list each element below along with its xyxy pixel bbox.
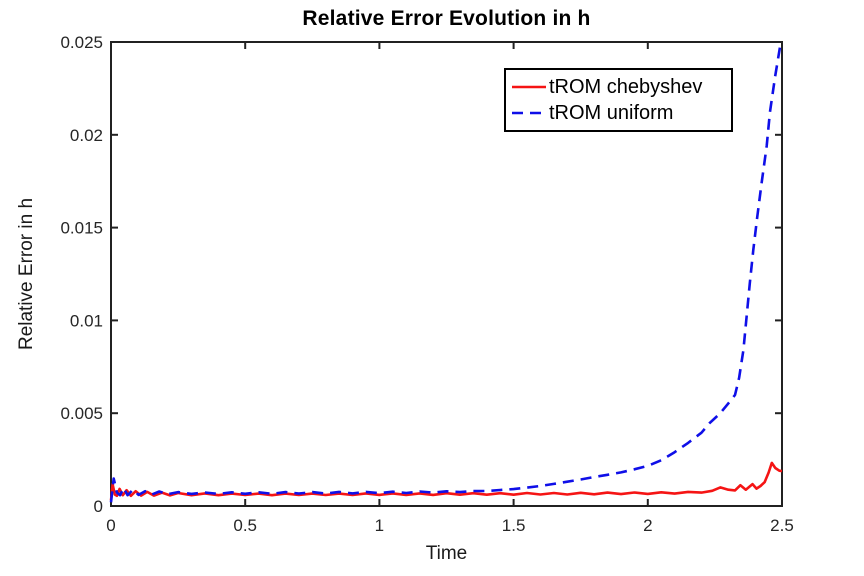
y-tick-label: 0.005 bbox=[60, 404, 103, 423]
y-tick-label: 0.02 bbox=[70, 126, 103, 145]
x-tick-label: 0.5 bbox=[233, 516, 257, 535]
x-tick-label: 2.5 bbox=[770, 516, 794, 535]
y-tick-label: 0.015 bbox=[60, 219, 103, 238]
legend-line-sample-dashed bbox=[512, 112, 546, 115]
y-tick-label: 0.025 bbox=[60, 33, 103, 52]
trom-chebyshev-line bbox=[109, 461, 783, 501]
legend-label: tROM chebyshev bbox=[549, 75, 703, 98]
y-axis-label-container: Relative Error in h bbox=[10, 42, 44, 506]
x-tick-label: 1.5 bbox=[502, 516, 526, 535]
chart-title: Relative Error Evolution in h bbox=[302, 7, 591, 30]
legend: tROM chebyshev tROM uniform bbox=[504, 68, 733, 132]
y-axis-label: Relative Error in h bbox=[16, 197, 37, 351]
y-tick-label: 0.01 bbox=[70, 311, 103, 330]
x-axis-label: Time bbox=[425, 543, 468, 564]
legend-item-chebyshev: tROM chebyshev bbox=[511, 76, 727, 98]
x-tick-label: 0 bbox=[106, 516, 115, 535]
legend-item-uniform: tROM uniform bbox=[511, 102, 727, 124]
legend-label: tROM uniform bbox=[549, 102, 674, 125]
legend-line-sample-solid bbox=[512, 85, 546, 88]
x-tick-label: 2 bbox=[643, 516, 652, 535]
x-tick-label: 1 bbox=[375, 516, 384, 535]
plot-frame bbox=[110, 41, 783, 507]
y-tick-label: 0 bbox=[94, 497, 103, 516]
